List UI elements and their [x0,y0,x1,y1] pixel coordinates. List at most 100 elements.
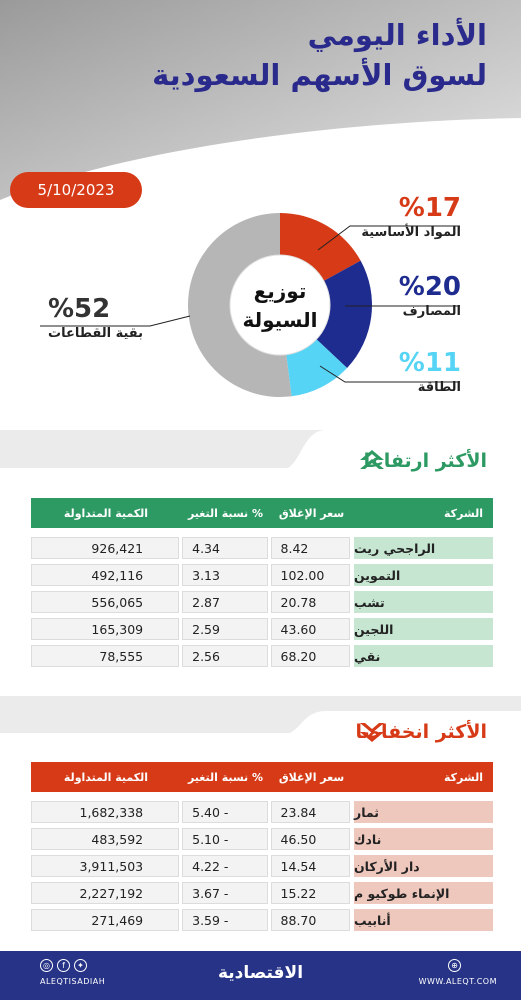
table-row: دار الأركان 14.54 4.22 - 3,911,503 [30,855,493,877]
volume-cell: 165,309 [30,618,180,640]
close-cell: 46.50 [270,828,351,850]
close-cell: 88.70 [270,909,351,931]
volume-cell: 2,227,192 [30,882,180,904]
table-row: تشب 20.78 2.87 556,065 [30,591,493,613]
table-row: التموين 102.00 3.13 492,116 [30,564,493,586]
change-cell: 3.59 - [182,909,268,931]
slice-label-banks: المصارف [402,304,461,319]
instagram-icon[interactable]: ◎ [40,959,53,972]
volume-cell: 483,592 [30,828,180,850]
header-volume: الكمية المتداولة [63,506,149,520]
company-cell: أنابيب [354,909,493,931]
page-title-line1: الأداء اليومي [307,18,487,52]
change-cell: 4.34 [182,537,268,559]
close-cell: 15.22 [270,882,351,904]
losers-tab [281,711,521,735]
callout-leaders [40,225,460,383]
company-cell: التموين [354,564,493,586]
header-close: سعر الإغلاق [278,506,345,520]
slice-percent-energy: %11 [398,348,461,378]
donut-slice-others [188,213,292,397]
header-company: الشركة [443,506,483,520]
change-cell: 2.59 [182,618,268,640]
slice-label-others: بقية القطاعات [48,326,144,341]
donut-center-line2: السيولة [242,308,317,332]
header-change: نسبة التغير % [187,506,264,520]
double-chevron-up-icon [360,450,384,469]
change-cell: 2.56 [182,645,268,667]
leader-line-materials [317,225,460,251]
callout-materials: %17 المواد الأساسية [361,193,461,240]
web-icon: ⊕ [448,959,461,972]
donut-slice-materials [280,213,361,281]
table-row: ثمار 23.84 5.40 - 1,682,338 [30,801,493,823]
volume-cell: 556,065 [30,591,180,613]
callout-banks: %20 المصارف [399,272,461,319]
footer: ◎ f ✦ ALEQTISADIAH الاقتصادية ⊕ WWW.ALEQ… [0,951,521,1000]
gainers-title: الأكثر ارتفاعا [363,450,487,472]
company-cell: اللجين [354,618,493,640]
table-row: أنابيب 88.70 3.59 - 271,469 [30,909,493,931]
slice-label-materials: المواد الأساسية [361,225,461,240]
website-link[interactable]: WWW.ALEQT.COM [418,977,497,986]
header-close: سعر الإغلاق [278,770,345,784]
brand-logo: الاقتصادية [217,963,304,983]
donut-center-line1: توزيع [254,279,307,303]
company-cell: الإنماء طوكيو م [354,882,493,904]
losers-title: الأكثر انخفاضا [355,721,487,743]
callout-others: %52 بقية القطاعات [48,294,143,341]
company-cell: الراجحي ريت [354,537,493,559]
close-cell: 20.78 [270,591,351,613]
hero-gray-swoosh [0,0,521,200]
top-losers-section: الأكثر انخفاضا الشركة سعر الإغلاق نسبة ا… [0,711,521,951]
gainers-tab [281,430,521,470]
table-row: الراجحي ريت 8.42 4.34 926,421 [30,537,493,559]
table-row: الإنماء طوكيو م 15.22 3.67 - 2,227,192 [30,882,493,904]
volume-cell: 926,421 [30,537,180,559]
volume-cell: 271,469 [30,909,180,931]
page-title-line2: لسوق الأسهم السعودية [152,58,487,92]
close-cell: 14.54 [270,855,351,877]
slice-label-energy: الطاقة [417,380,461,395]
volume-cell: 3,911,503 [30,855,180,877]
losers-table-body: ثمار 23.84 5.40 - 1,682,338 نادك 46.50 5… [30,801,493,936]
date-badge: 5/10/2023 [10,172,142,208]
slice-percent-others: %52 [48,294,111,324]
change-cell: 2.87 [182,591,268,613]
change-cell: 4.22 - [182,855,268,877]
double-chevron-down-icon [360,723,384,742]
close-cell: 102.00 [270,564,351,586]
twitter-icon[interactable]: ✦ [74,959,87,972]
table-row: نادك 46.50 5.10 - 483,592 [30,828,493,850]
donut-slice-energy [286,339,348,397]
volume-cell: 78,555 [30,645,180,667]
company-cell: دار الأركان [354,855,493,877]
change-cell: 5.10 - [182,828,268,850]
close-cell: 8.42 [270,537,351,559]
close-cell: 23.84 [270,801,351,823]
change-cell: 5.40 - [182,801,268,823]
company-cell: نقي [354,645,493,667]
leader-line-energy [319,365,460,383]
slice-percent-materials: %17 [398,193,461,223]
close-cell: 43.60 [270,618,351,640]
donut-slice-banks [316,260,372,368]
social-handle[interactable]: ALEQTISADIAH [40,977,106,986]
losers-table-header: الشركة سعر الإغلاق نسبة التغير % الكمية … [31,762,493,792]
header-volume: الكمية المتداولة [63,770,149,784]
callout-energy: %11 الطاقة [399,348,461,395]
gainers-table-header: الشركة سعر الإغلاق نسبة التغير % الكمية … [31,498,493,528]
top-gainers-section: الأكثر ارتفاعا الشركة سعر الإغلاق نسبة ا… [0,430,521,696]
slice-percent-banks: %20 [398,272,461,302]
company-cell: نادك [354,828,493,850]
change-cell: 3.67 - [182,882,268,904]
social-icons: ◎ f ✦ [40,959,87,972]
change-cell: 3.13 [182,564,268,586]
hero-panel: الأداء اليومي لسوق الأسهم السعودية 5/10/… [0,0,521,430]
donut-center [229,254,331,356]
liquidity-donut-chart: توزيع السيولة [188,213,372,397]
facebook-icon[interactable]: f [57,959,70,972]
leader-line-others [40,315,191,327]
header-change: نسبة التغير % [187,770,264,784]
